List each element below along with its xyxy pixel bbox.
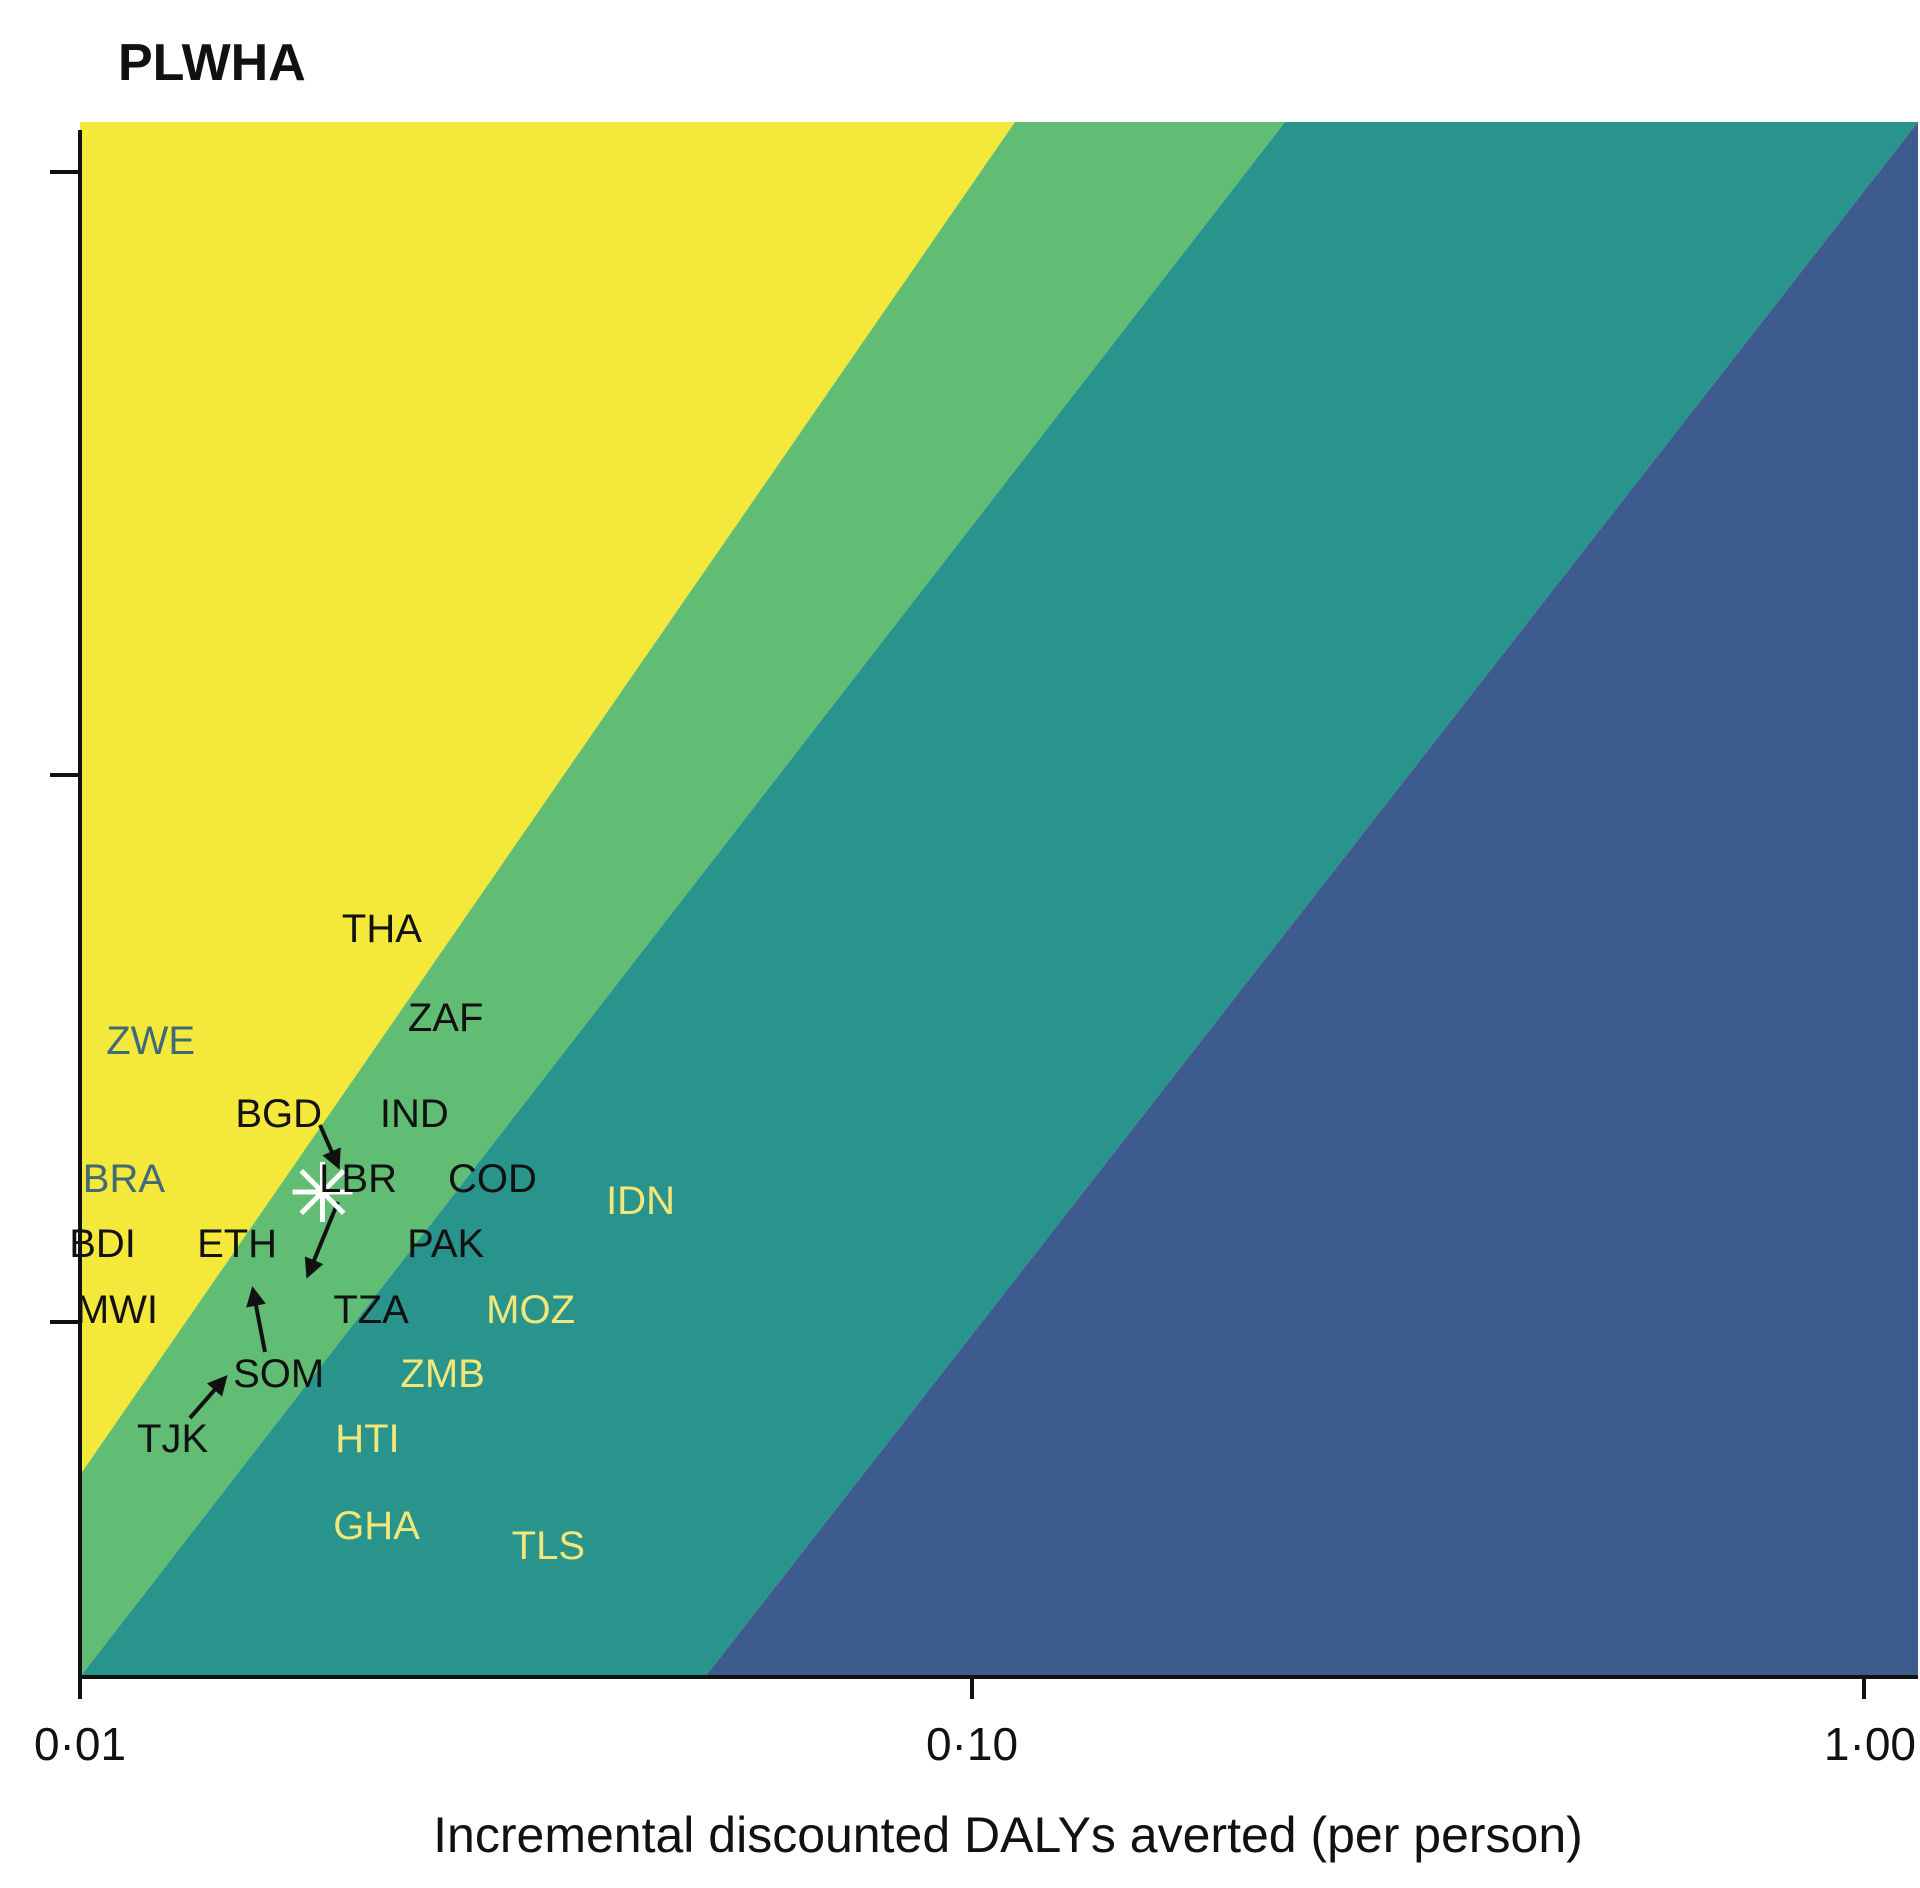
country-label-bra: BRA (83, 1157, 166, 1201)
country-label-ind: IND (380, 1092, 449, 1136)
arrow-bgd-to-lbr (318, 1124, 341, 1170)
band-region-3 (80, 122, 1918, 1677)
country-label-hti: HTI (335, 1417, 399, 1461)
x-axis-title: Incremental discounted DALYs averted (pe… (433, 1807, 1583, 1863)
x-tick-label-3: 1·00 (1824, 1718, 1916, 1770)
country-label-tza: TZA (333, 1288, 409, 1332)
country-label-bgd: BGD (235, 1092, 322, 1136)
country-label-pak: PAK (407, 1222, 484, 1266)
country-label-tls: TLS (512, 1524, 585, 1568)
country-label-moz: MOZ (486, 1288, 575, 1332)
country-label-zwe: ZWE (106, 1019, 195, 1063)
arrow-lbr-to-tza (304, 1201, 340, 1279)
country-label-zmb: ZMB (400, 1352, 484, 1396)
country-label-zaf: ZAF (408, 996, 484, 1040)
band-region-4 (705, 122, 1918, 1677)
country-label-idn: IDN (606, 1179, 675, 1223)
country-labels: THA ZAF ZWE BGD IND BRA LBR COD IDN BDI ETH PAK MWI T… (69, 907, 675, 1568)
country-label-lbr: LBR (319, 1157, 397, 1201)
chart-title: PLWHA (118, 34, 306, 92)
arrow-tjk-to-som (188, 1374, 228, 1420)
country-label-bdi: BDI (69, 1222, 136, 1266)
x-tick-label-2: 0·10 (926, 1718, 1018, 1770)
country-label-som: SOM (233, 1352, 324, 1396)
country-label-eth: ETH (197, 1222, 277, 1266)
band-regions (80, 122, 1918, 1677)
annotation-arrows (188, 1124, 341, 1420)
axes: 0·01 0·10 1·00 (34, 130, 1918, 1770)
country-label-cod: COD (448, 1157, 537, 1201)
x-tick-label-1: 0·01 (34, 1718, 126, 1770)
asterisk-stroke-4 (299, 1169, 346, 1215)
country-label-mwi: MWI (76, 1288, 158, 1332)
arrow-som-to-eth (246, 1286, 267, 1353)
country-label-tha: THA (342, 907, 422, 951)
highlight-marker (292, 1162, 353, 1222)
country-label-gha: GHA (333, 1504, 420, 1548)
country-label-tjk: TJK (137, 1417, 208, 1461)
